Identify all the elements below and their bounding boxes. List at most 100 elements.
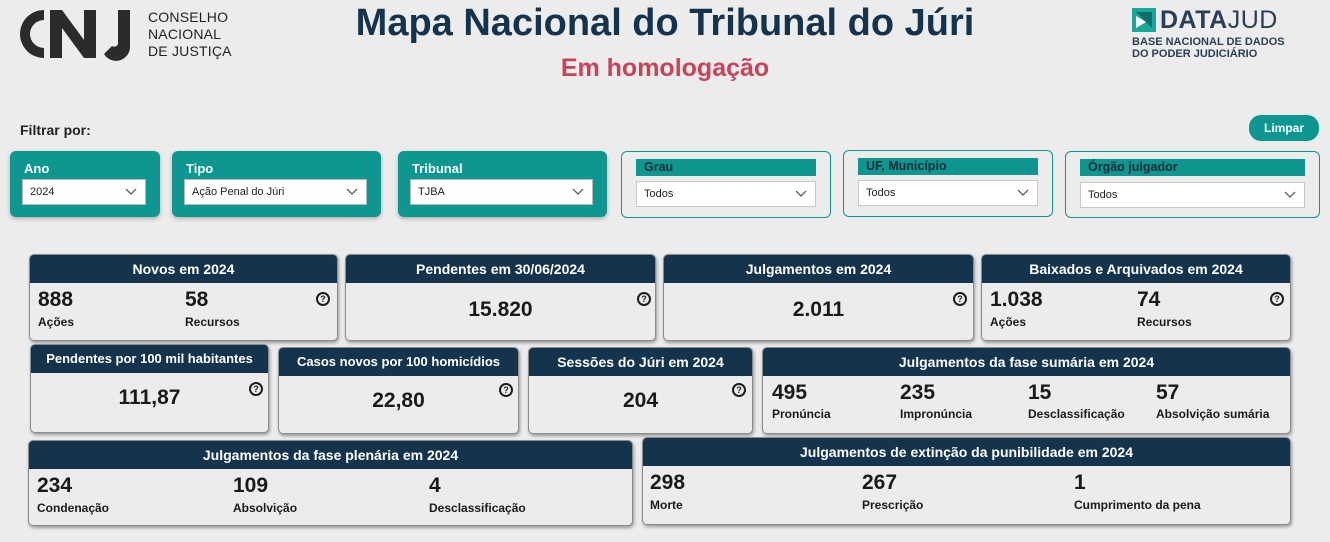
card-title: Casos novos por 100 homicídios: [279, 348, 518, 376]
help-icon[interactable]: ?: [953, 292, 967, 306]
filter-grau-label-bar: [636, 159, 816, 176]
datajud-tagline: BASE NACIONAL DE DADOS DO PODER JUDICIÁR…: [1132, 36, 1312, 60]
card-label: Recursos: [185, 315, 240, 329]
card-value: 109: [233, 474, 269, 497]
card-value: 495: [772, 381, 808, 404]
filter-orgao-julgador: Órgão julgador Todos: [1065, 151, 1320, 218]
filter-ano: Ano 2024: [10, 151, 160, 217]
card-value: 4: [429, 474, 441, 497]
filter-orgao-select[interactable]: Todos: [1080, 182, 1305, 208]
page-title: Mapa Nacional do Tribunal do Júri: [355, 2, 975, 44]
card-value: 74: [1137, 288, 1161, 311]
card-label: Pronúncia: [772, 407, 831, 421]
card-value: 15: [1028, 381, 1052, 404]
card-label: Prescrição: [862, 498, 924, 512]
cnj-name-line: DE JUSTIÇA: [148, 42, 232, 59]
card-title: Pendentes por 100 mil habitantes: [31, 345, 268, 373]
card-value: 234: [37, 474, 73, 497]
card-value: 888: [38, 288, 74, 311]
chevron-down-icon: [795, 190, 807, 197]
filter-tipo-value: Ação Penal do Júri: [192, 186, 285, 198]
filter-tribunal-value: TJBA: [418, 186, 445, 198]
help-icon[interactable]: ?: [1270, 292, 1284, 306]
chevron-down-icon: [1017, 189, 1029, 196]
cnj-name-line: CONSELHO: [148, 8, 229, 25]
card-novos: Novos em 2024 888 Ações 58 Recursos ?: [29, 254, 338, 341]
filter-label: Filtrar por:: [20, 122, 91, 138]
card-value: 1.038: [990, 288, 1043, 311]
datajud-bold: DATA: [1160, 5, 1228, 34]
cnj-name: CONSELHO NACIONAL DE JUSTIÇA: [148, 9, 232, 60]
card-pendentes-100mil: Pendentes por 100 mil habitantes 111,87 …: [30, 344, 269, 433]
filter-ano-label: Ano: [24, 161, 50, 176]
datajud-wordmark: DATAJUD: [1160, 6, 1278, 35]
card-label: Absolvição: [233, 501, 298, 515]
filter-tribunal-select[interactable]: TJBA: [410, 179, 593, 205]
chevron-down-icon: [125, 188, 137, 195]
card-value: 58: [185, 288, 209, 311]
filter-tipo: Tipo Ação Penal do Júri: [172, 151, 381, 217]
card-value: 2.011: [792, 298, 845, 321]
filter-uf-value: Todos: [866, 187, 896, 199]
filter-tribunal: Tribunal TJBA: [398, 151, 607, 217]
page-subtitle: Em homologação: [560, 54, 770, 82]
help-icon[interactable]: ?: [499, 383, 513, 397]
card-value: 267: [862, 471, 898, 494]
chevron-down-icon: [1284, 191, 1296, 198]
datajud-logo: DATAJUD BASE NACIONAL DE DADOS DO PODER …: [1132, 6, 1312, 60]
filter-grau-value: Todos: [644, 188, 674, 200]
card-value: 1: [1074, 471, 1086, 494]
card-title: Julgamentos de extinção da punibilidade …: [643, 438, 1290, 466]
card-title: Sessões do Júri em 2024: [529, 348, 752, 376]
card-value: 22,80: [372, 389, 425, 412]
card-label: Morte: [650, 498, 683, 512]
card-label: Recursos: [1137, 315, 1192, 329]
card-title: Pendentes em 30/06/2024: [346, 255, 655, 283]
filter-grau-select[interactable]: Todos: [636, 181, 816, 207]
card-julgamentos: Julgamentos em 2024 2.011 ?: [663, 254, 974, 341]
clear-filters-button[interactable]: Limpar: [1249, 115, 1319, 141]
cnj-logo-mark: [20, 10, 131, 61]
chevron-down-icon: [346, 188, 358, 195]
card-fase-sumaria: Julgamentos da fase sumária em 2024 495 …: [762, 347, 1291, 434]
card-sessoes: Sessões do Júri em 2024 204 ?: [528, 347, 753, 434]
filter-uf-municipio: UF, Município Todos: [843, 150, 1053, 217]
help-icon[interactable]: ?: [249, 382, 263, 396]
card-title: Julgamentos em 2024: [664, 255, 973, 283]
chevron-down-icon: [572, 188, 584, 195]
datajud-tagline-line: DO PODER JUDICIÁRIO: [1132, 48, 1258, 60]
cnj-name-line: NACIONAL: [148, 25, 222, 42]
card-title: Julgamentos da fase plenária em 2024: [29, 441, 632, 469]
card-label: Cumprimento da pena: [1074, 498, 1201, 512]
card-label: Impronúncia: [900, 407, 973, 421]
card-label: Absolvição sumária: [1156, 407, 1270, 421]
card-baixados: Baixados e Arquivados em 2024 1.038 Açõe…: [981, 254, 1291, 341]
filter-ano-select[interactable]: 2024: [22, 179, 146, 205]
filter-tribunal-label: Tribunal: [412, 161, 463, 176]
help-icon[interactable]: ?: [637, 292, 651, 306]
card-value: 57: [1156, 381, 1180, 404]
datajud-tagline-line: BASE NACIONAL DE DADOS: [1132, 36, 1285, 48]
card-title: Julgamentos da fase sumária em 2024: [763, 348, 1290, 376]
card-extincao-punibilidade: Julgamentos de extinção da punibilidade …: [642, 437, 1291, 525]
filter-orgao-label-bar: [1080, 159, 1305, 176]
card-pendentes: Pendentes em 30/06/2024 15.820 ?: [345, 254, 656, 341]
card-label: Desclassificação: [429, 501, 526, 515]
card-title: Novos em 2024: [30, 255, 337, 283]
card-label: Desclassificação: [1028, 407, 1125, 421]
help-icon[interactable]: ?: [316, 292, 330, 306]
filter-uf-select[interactable]: Todos: [858, 180, 1038, 206]
card-value: 204: [622, 389, 659, 412]
filter-orgao-value: Todos: [1088, 189, 1118, 201]
filter-ano-value: 2024: [30, 186, 55, 198]
card-value: 111,87: [118, 386, 181, 409]
card-fase-plenaria: Julgamentos da fase plenária em 2024 234…: [28, 440, 633, 526]
filter-orgao-label: Órgão julgador: [1088, 160, 1178, 174]
filter-tipo-select[interactable]: Ação Penal do Júri: [184, 179, 367, 205]
card-casos-100-homicidios: Casos novos por 100 homicídios 22,80 ?: [278, 347, 519, 434]
datajud-light: JUD: [1227, 5, 1278, 34]
help-icon[interactable]: ?: [732, 383, 746, 397]
filter-grau: Grau Todos: [621, 151, 831, 218]
filter-tipo-label: Tipo: [186, 161, 214, 176]
card-value: 298: [650, 471, 686, 494]
